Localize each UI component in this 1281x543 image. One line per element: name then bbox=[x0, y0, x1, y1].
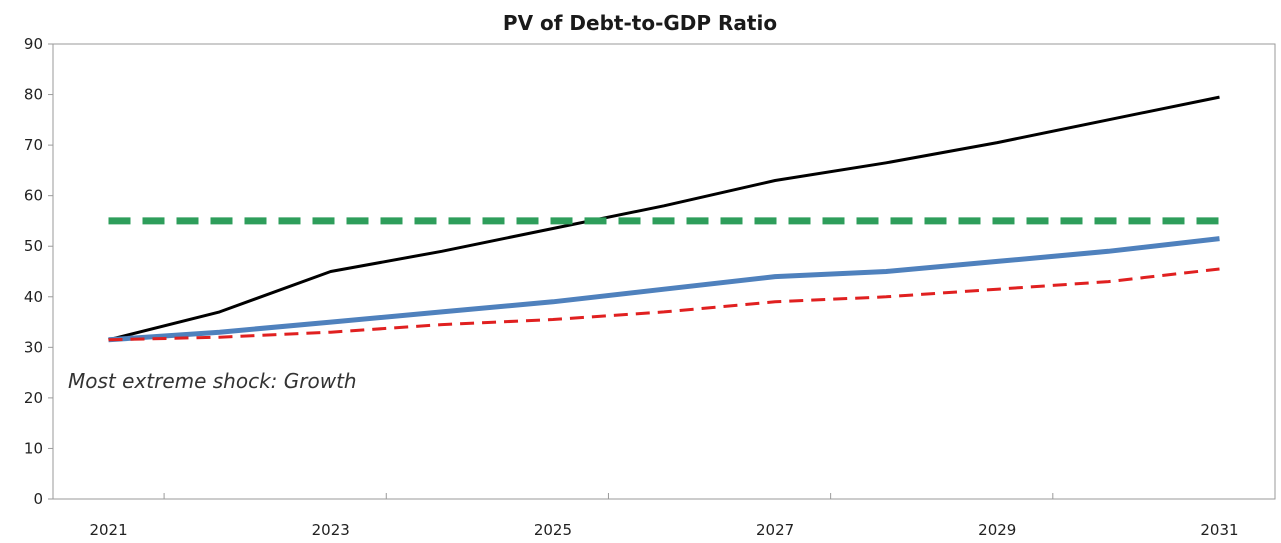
y-tick-label: 90 bbox=[24, 35, 43, 53]
y-tick-label: 40 bbox=[24, 288, 43, 306]
y-tick-label: 30 bbox=[24, 338, 43, 356]
x-tick-label: 2023 bbox=[312, 521, 350, 539]
plot-area bbox=[52, 43, 1276, 500]
y-tick-label: 10 bbox=[24, 439, 43, 457]
x-axis: 2021 2023 2025 2027 2029 2031 bbox=[89, 493, 1239, 539]
y-tick-label: 0 bbox=[33, 490, 43, 508]
series-line-1 bbox=[108, 95, 1220, 342]
series-line-2 bbox=[108, 236, 1220, 343]
x-tick-label: 2029 bbox=[978, 521, 1016, 539]
y-tick-label: 60 bbox=[24, 187, 43, 205]
x-tick-label: 2021 bbox=[89, 521, 127, 539]
series-layer bbox=[108, 95, 1220, 343]
y-tick-label: 70 bbox=[24, 136, 43, 154]
y-tick-label: 50 bbox=[24, 237, 43, 255]
x-tick-label: 2031 bbox=[1200, 521, 1238, 539]
y-axis: 0 10 20 30 40 50 60 70 80 90 bbox=[24, 35, 53, 508]
x-tick-label: 2027 bbox=[756, 521, 794, 539]
y-tick-label: 80 bbox=[24, 86, 43, 104]
series-line-3 bbox=[108, 267, 1220, 342]
x-tick-label: 2025 bbox=[534, 521, 572, 539]
chart-title: PV of Debt-to-GDP Ratio bbox=[503, 11, 777, 35]
chart-annotation: Most extreme shock: Growth bbox=[68, 369, 357, 393]
y-tick-label: 20 bbox=[24, 389, 43, 407]
